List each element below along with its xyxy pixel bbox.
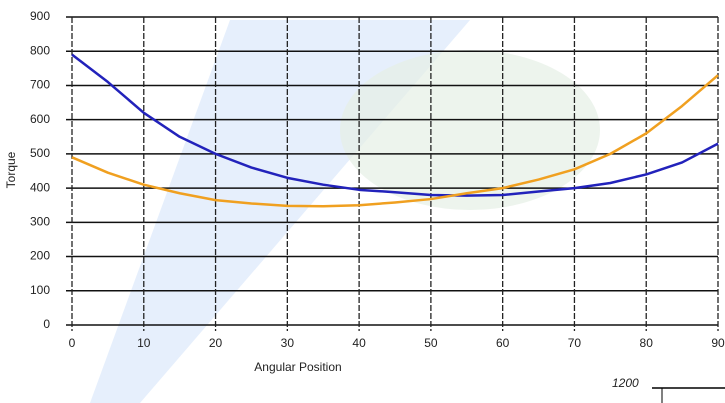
chart: Torque Angular Position 1200 01002003004… xyxy=(0,0,725,403)
background-shape xyxy=(340,50,600,210)
y-tick-label: 900 xyxy=(30,9,50,23)
y-tick-label: 600 xyxy=(30,112,50,126)
x-tick-label: 30 xyxy=(281,336,295,350)
y-tick-label: 0 xyxy=(43,317,50,331)
x-tick-label: 80 xyxy=(640,336,654,350)
x-tick-label: 10 xyxy=(137,336,151,350)
y-tick-label: 100 xyxy=(30,283,50,297)
cropped-axis-label: 1200 xyxy=(612,376,639,390)
x-axis-label: Angular Position xyxy=(254,360,341,374)
x-tick-label: 70 xyxy=(568,336,582,350)
y-tick-label: 200 xyxy=(30,249,50,263)
x-tick-label: 20 xyxy=(209,336,223,350)
y-tick-label: 800 xyxy=(30,43,50,57)
x-tick-label: 90 xyxy=(711,336,725,350)
x-tick-label: 0 xyxy=(69,336,76,350)
x-tick-label: 50 xyxy=(424,336,438,350)
y-axis-label: Torque xyxy=(4,151,18,188)
x-tick-label: 40 xyxy=(352,336,366,350)
y-tick-label: 400 xyxy=(30,180,50,194)
y-tick-label: 500 xyxy=(30,146,50,160)
x-tick-label: 60 xyxy=(496,336,510,350)
y-tick-label: 300 xyxy=(30,215,50,229)
y-tick-label: 700 xyxy=(30,78,50,92)
